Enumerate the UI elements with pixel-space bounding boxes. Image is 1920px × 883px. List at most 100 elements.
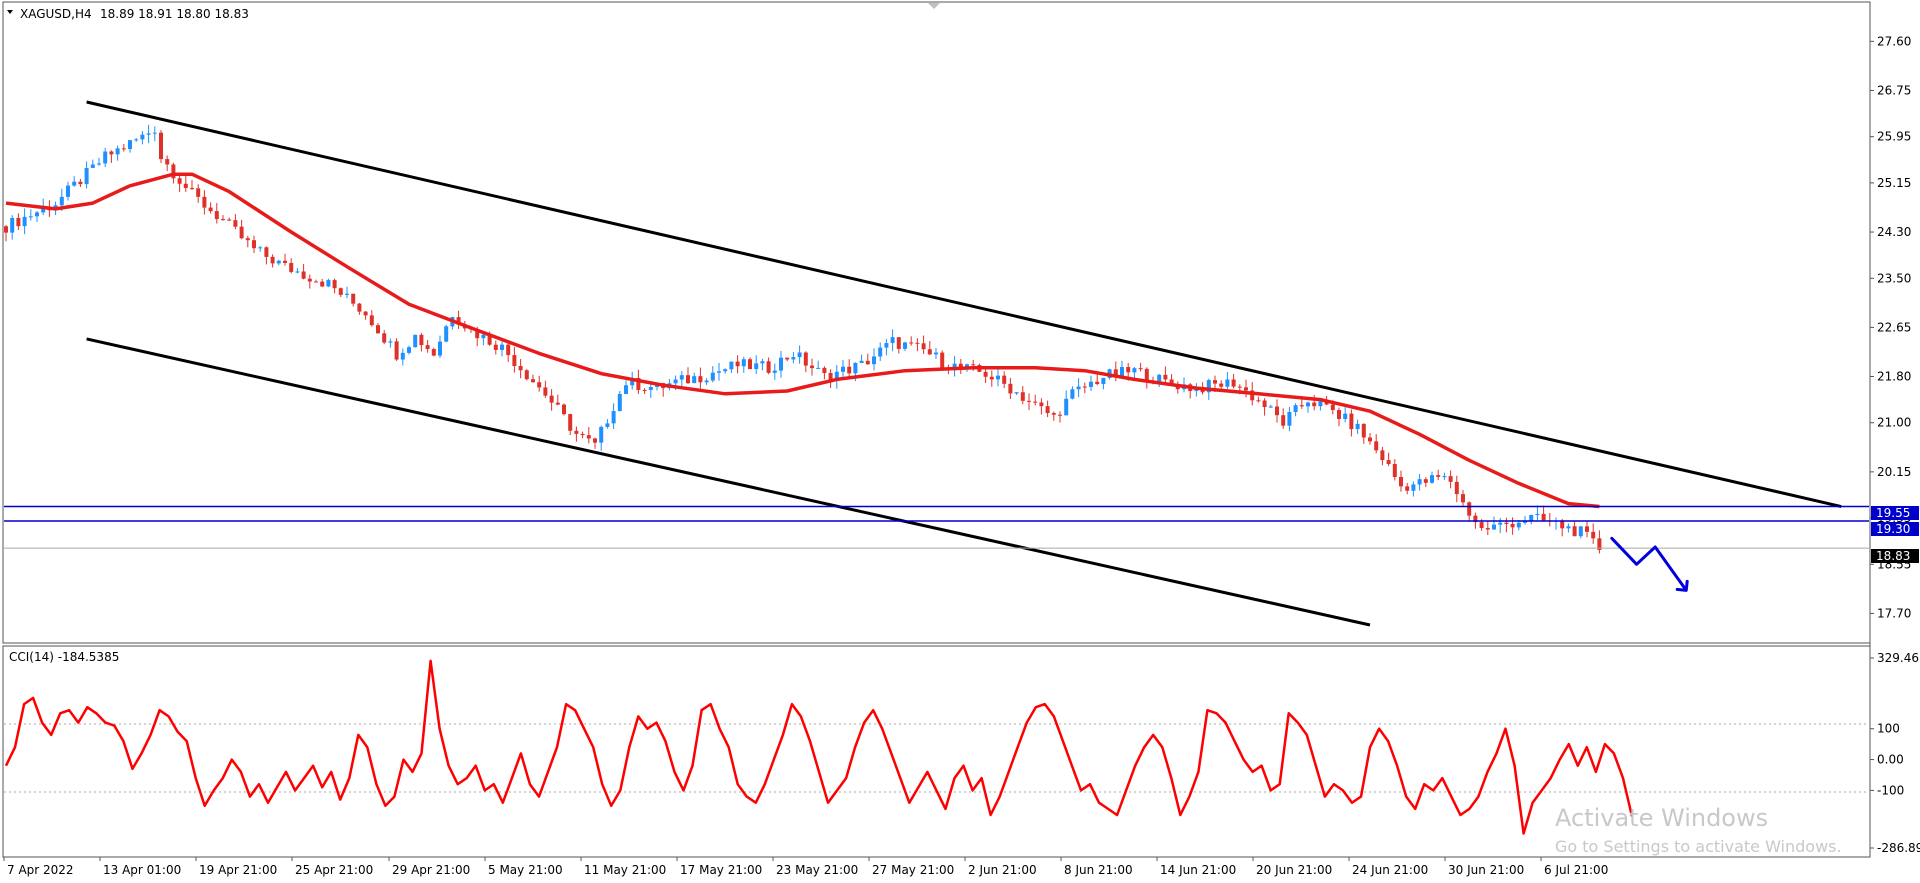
- current-price-label: 18.83: [1876, 549, 1910, 563]
- time-tick-label: 11 May 21:00: [584, 863, 666, 877]
- candle-body: [146, 133, 151, 135]
- channel-lower-line[interactable]: [86, 337, 1371, 627]
- candle-body: [1510, 523, 1515, 528]
- candle-body: [822, 367, 827, 374]
- candle-body: [1461, 494, 1465, 503]
- time-tick-label: 20 Jun 21:00: [1256, 863, 1332, 877]
- candle-body: [772, 370, 777, 373]
- candle-body: [1591, 531, 1596, 539]
- candle-body: [121, 148, 126, 150]
- candle-body: [425, 345, 430, 350]
- candle-body: [1578, 526, 1583, 537]
- candle-body: [1219, 383, 1224, 387]
- price-panel-frame: [2, 1, 1871, 644]
- candle-body: [828, 373, 833, 381]
- time-tick-label: 27 May 21:00: [872, 863, 954, 877]
- channel-upper-line[interactable]: [86, 100, 1842, 508]
- candle-body: [1101, 377, 1106, 385]
- candle-body: [1349, 413, 1354, 430]
- candle-body: [1585, 526, 1589, 532]
- candle-body: [1231, 379, 1236, 387]
- candle-body: [810, 365, 814, 369]
- candle-body: [1523, 521, 1527, 523]
- candle-body: [400, 352, 405, 360]
- candle-body: [723, 369, 728, 372]
- panel-handle-icon[interactable]: [928, 3, 940, 9]
- candle-body: [971, 364, 976, 366]
- triangle-down-icon[interactable]: [7, 10, 13, 14]
- candle-body: [729, 361, 734, 370]
- candle-body: [1287, 412, 1292, 426]
- candle-body: [444, 326, 449, 342]
- candle-body: [1299, 405, 1304, 407]
- candle-body: [853, 362, 858, 374]
- candle-body: [1485, 528, 1490, 530]
- candle-body: [686, 375, 690, 384]
- candle-body: [1051, 413, 1056, 415]
- candle-body: [202, 196, 207, 208]
- candle-body: [834, 371, 839, 381]
- price-tick-label: 23.50: [1877, 271, 1911, 285]
- candle-body: [1324, 401, 1329, 405]
- candle-body: [1281, 415, 1286, 426]
- candle-body: [1361, 423, 1366, 438]
- candle-body: [1405, 486, 1410, 491]
- cci-line: [4, 659, 1634, 835]
- candle-body: [338, 288, 343, 295]
- candle-body: [630, 377, 635, 386]
- candle-body: [159, 132, 163, 160]
- candle-body: [165, 159, 170, 165]
- price-tick-label: 20.15: [1877, 465, 1911, 479]
- candle-body: [543, 387, 548, 396]
- candle-body: [382, 333, 387, 343]
- candle-body: [1343, 413, 1348, 419]
- candle-body: [1163, 374, 1168, 380]
- forecast-arrow[interactable]: [1610, 536, 1689, 592]
- candle-body: [903, 342, 907, 349]
- candle-body: [1430, 475, 1434, 483]
- candle-body: [599, 426, 604, 443]
- candle-body: [896, 337, 901, 349]
- candle-body: [679, 375, 684, 380]
- candle-body: [791, 357, 796, 360]
- candle-body: [369, 315, 374, 326]
- candle-body: [735, 361, 740, 367]
- candle-body: [704, 380, 709, 383]
- candle-body: [345, 293, 349, 295]
- candle-body: [1504, 522, 1509, 524]
- cci-axis-ticks: 329.463 100 0.00 -100 -286.899: [1870, 651, 1920, 855]
- level-label-19-30: 19.30: [1876, 522, 1910, 536]
- candle-body: [1132, 368, 1137, 373]
- candle-body: [1541, 513, 1546, 521]
- candle-body: [394, 341, 399, 360]
- candle-body: [1095, 381, 1100, 385]
- candle-body: [1566, 526, 1571, 529]
- candle-body: [258, 247, 263, 249]
- candle-body: [177, 178, 182, 184]
- candle-body: [320, 281, 325, 287]
- candle-body: [388, 341, 393, 343]
- candle-body: [1213, 380, 1217, 384]
- candle-body: [1597, 538, 1602, 550]
- candle-body: [611, 411, 616, 424]
- candle-body: [754, 363, 759, 370]
- time-tick-label: 29 Apr 21:00: [392, 863, 470, 877]
- candle-body: [586, 435, 591, 439]
- candle-body: [1411, 484, 1416, 491]
- candle-body: [1380, 450, 1385, 461]
- candle-body: [940, 352, 945, 368]
- candle-body: [252, 240, 256, 249]
- candle-body: [1237, 386, 1242, 388]
- candle-body: [183, 183, 188, 188]
- candle-body: [227, 219, 232, 221]
- candle-body: [276, 260, 281, 264]
- candle-body: [1014, 392, 1019, 394]
- symbol-timeframe: XAGUSD,H4: [20, 7, 92, 21]
- candle-body: [1436, 475, 1441, 477]
- candle-body: [35, 212, 39, 217]
- candle-body: [1386, 460, 1391, 465]
- time-tick-label: 2 Jun 21:00: [968, 863, 1037, 877]
- candle-body: [1206, 380, 1211, 393]
- candle-body: [233, 220, 238, 227]
